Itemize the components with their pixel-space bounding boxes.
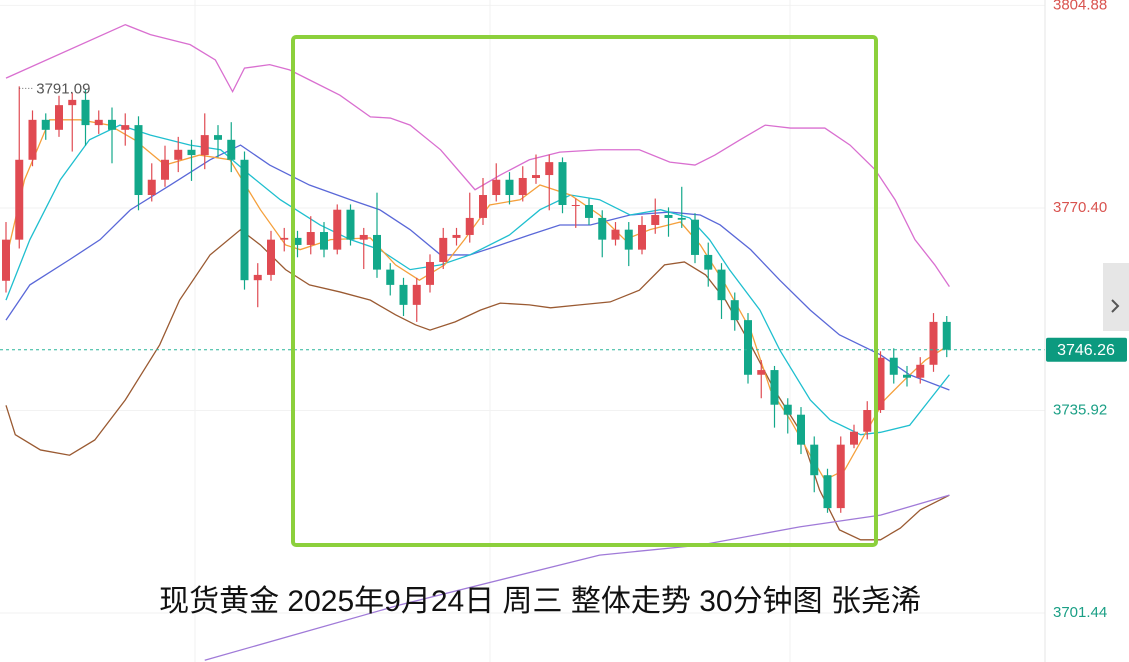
candle-body [611,229,620,240]
candle-body [942,321,951,350]
candle-body [916,364,925,378]
candle-body [2,239,10,281]
y-tick-label: 3701.44 [1053,604,1107,621]
indicator-line [5,119,950,481]
candle-body [240,159,249,281]
y-tick-label: 3770.40 [1053,199,1107,216]
candle-body [664,214,673,218]
candle-body [28,119,37,160]
candle-body [134,125,143,196]
indicator-line [5,23,950,288]
candle-body [359,234,368,240]
candle-body [399,284,408,305]
candle-body [889,357,898,375]
y-tick-label: 3735.92 [1053,401,1107,418]
indicator-line [5,228,950,541]
price-axis: 3701.44 3735.92 3770.40 3804.88 3746.26 [1046,0,1127,621]
indicator-line [5,144,950,391]
candle-body [267,239,275,275]
candle-body [598,217,607,240]
candle-body [306,232,315,245]
candle-body [518,177,527,196]
candle-body [147,179,156,196]
candle-body [797,414,805,445]
candle-body [426,261,434,285]
candle-body [121,125,130,130]
indicator-line [5,124,950,436]
candle-body [863,410,872,432]
candle-body [55,105,63,130]
candle-body [465,217,474,235]
candle-body [532,175,540,178]
candle-body [545,162,554,176]
candle-body [41,119,50,130]
candle-body [108,119,116,130]
candle-body [677,217,686,220]
candle-body [94,119,103,126]
candle-body [651,214,660,225]
candle-body [876,357,885,411]
candle-body [730,300,739,321]
candle-body [479,195,487,218]
candle-body [571,205,580,207]
highlight-box [291,35,878,547]
candle-body [68,99,77,106]
candle-body [624,229,633,250]
candle-body [386,269,395,285]
candle-body [836,444,845,509]
candle-body [320,232,328,250]
candle-body [850,431,858,445]
candle-body [15,159,24,240]
candle-body [412,284,421,305]
candle-body [280,237,289,240]
panel-toggle[interactable] [1103,263,1129,331]
candle-body [558,162,567,206]
chart-title: 现货黄金 2025年9月24日 周三 整体走势 30分钟图 张尧浠 [159,585,921,618]
last-price-box [1046,337,1127,362]
candle-body [227,139,236,160]
toggle-arrow[interactable] [1111,299,1120,313]
candle-body [638,224,646,250]
candle-body [585,205,593,218]
candle-body [770,370,779,405]
y-tick-label: 3804.88 [1053,0,1107,13]
candle-body [373,234,381,270]
candle-body [346,209,355,240]
candle-body [810,444,819,476]
candle-body [929,321,938,365]
candle-body [81,99,90,126]
candle-body [439,237,448,262]
candle-body [823,475,832,509]
candle-body [452,234,461,238]
candle-body [492,179,501,196]
candle-body [691,219,699,255]
high-label: 3791.09 [36,80,90,97]
candle-body [161,159,169,180]
candle-body [333,209,342,250]
candle-body [757,370,766,375]
candle-body [717,269,726,301]
last-price-label: 3746.26 [1057,342,1115,359]
candle-body [744,320,752,375]
candle-body [174,149,183,160]
candle-body [903,374,911,378]
candle-body [783,404,792,415]
candle-body [200,135,209,156]
candle-body [214,135,222,140]
candle-body [293,237,302,245]
candle-body [187,149,196,156]
candle-body [704,254,713,270]
toggle-button[interactable] [1103,263,1129,331]
candle-body [505,179,514,196]
candle-body [253,274,262,281]
